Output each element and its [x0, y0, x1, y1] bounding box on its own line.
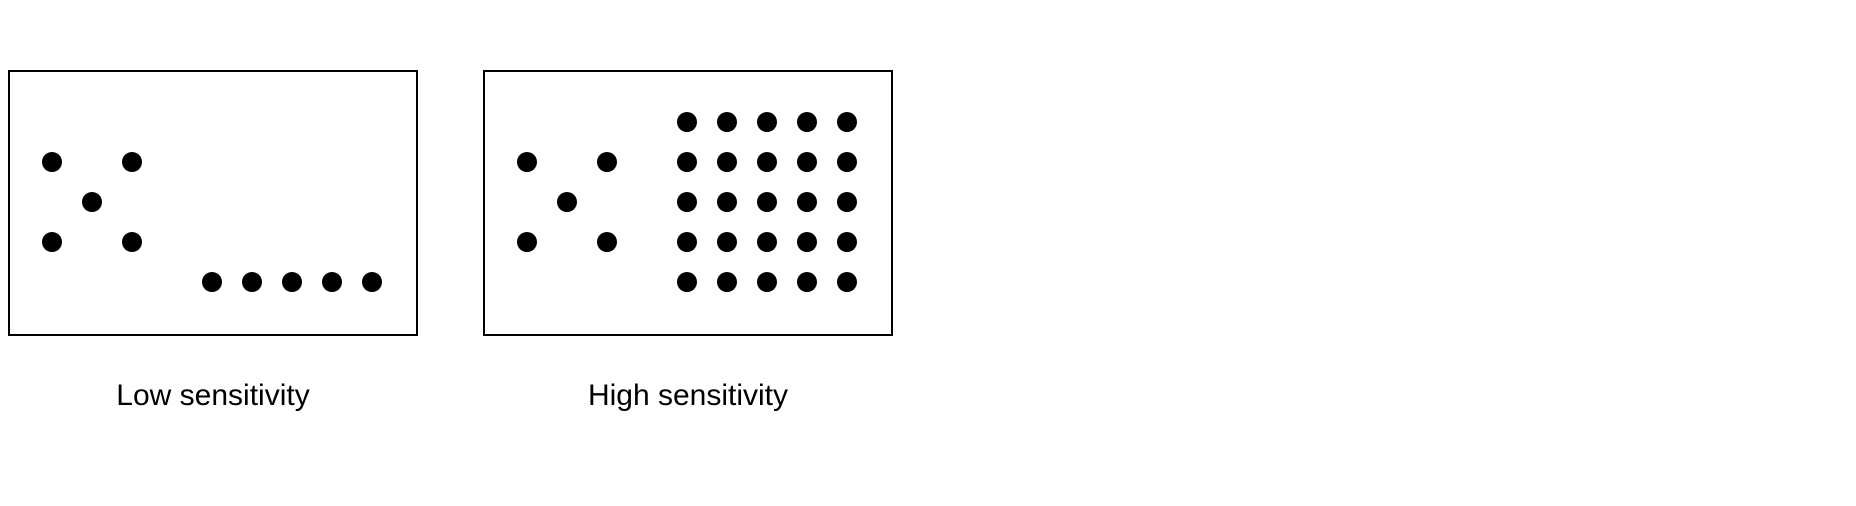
dot	[717, 192, 737, 212]
dot	[837, 152, 857, 172]
dot	[82, 192, 102, 212]
dot	[837, 272, 857, 292]
dot	[797, 232, 817, 252]
dot	[717, 232, 737, 252]
dot	[557, 192, 577, 212]
dot	[202, 272, 222, 292]
dot	[677, 232, 697, 252]
panel-high-label: High sensitivity	[588, 379, 788, 412]
dot	[517, 152, 537, 172]
dot	[837, 192, 857, 212]
dot	[717, 152, 737, 172]
dot	[757, 112, 777, 132]
dot	[42, 152, 62, 172]
dot	[797, 192, 817, 212]
panel-high-sensitivity: High sensitivity	[483, 70, 893, 412]
panel-high-frame	[483, 70, 893, 336]
dot	[837, 232, 857, 252]
dot	[797, 112, 817, 132]
dot	[757, 152, 777, 172]
dot	[717, 112, 737, 132]
dot	[677, 272, 697, 292]
panel-low-sensitivity: Low sensitivity	[8, 70, 418, 412]
dot	[717, 272, 737, 292]
panel-low-dots	[42, 152, 382, 292]
dot	[597, 232, 617, 252]
dot	[677, 152, 697, 172]
dot	[797, 152, 817, 172]
dot	[122, 232, 142, 252]
panel-low-label: Low sensitivity	[116, 379, 309, 412]
dot	[242, 272, 262, 292]
dot	[677, 192, 697, 212]
dot	[517, 232, 537, 252]
dot	[797, 272, 817, 292]
dot	[322, 272, 342, 292]
dot	[757, 192, 777, 212]
dot	[757, 272, 777, 292]
dot	[122, 152, 142, 172]
dot	[42, 232, 62, 252]
dot	[837, 112, 857, 132]
dot	[757, 232, 777, 252]
panel-low-frame	[8, 70, 418, 336]
dot	[677, 112, 697, 132]
dot	[597, 152, 617, 172]
dot	[282, 272, 302, 292]
panel-high-dots	[517, 112, 857, 292]
dot	[362, 272, 382, 292]
